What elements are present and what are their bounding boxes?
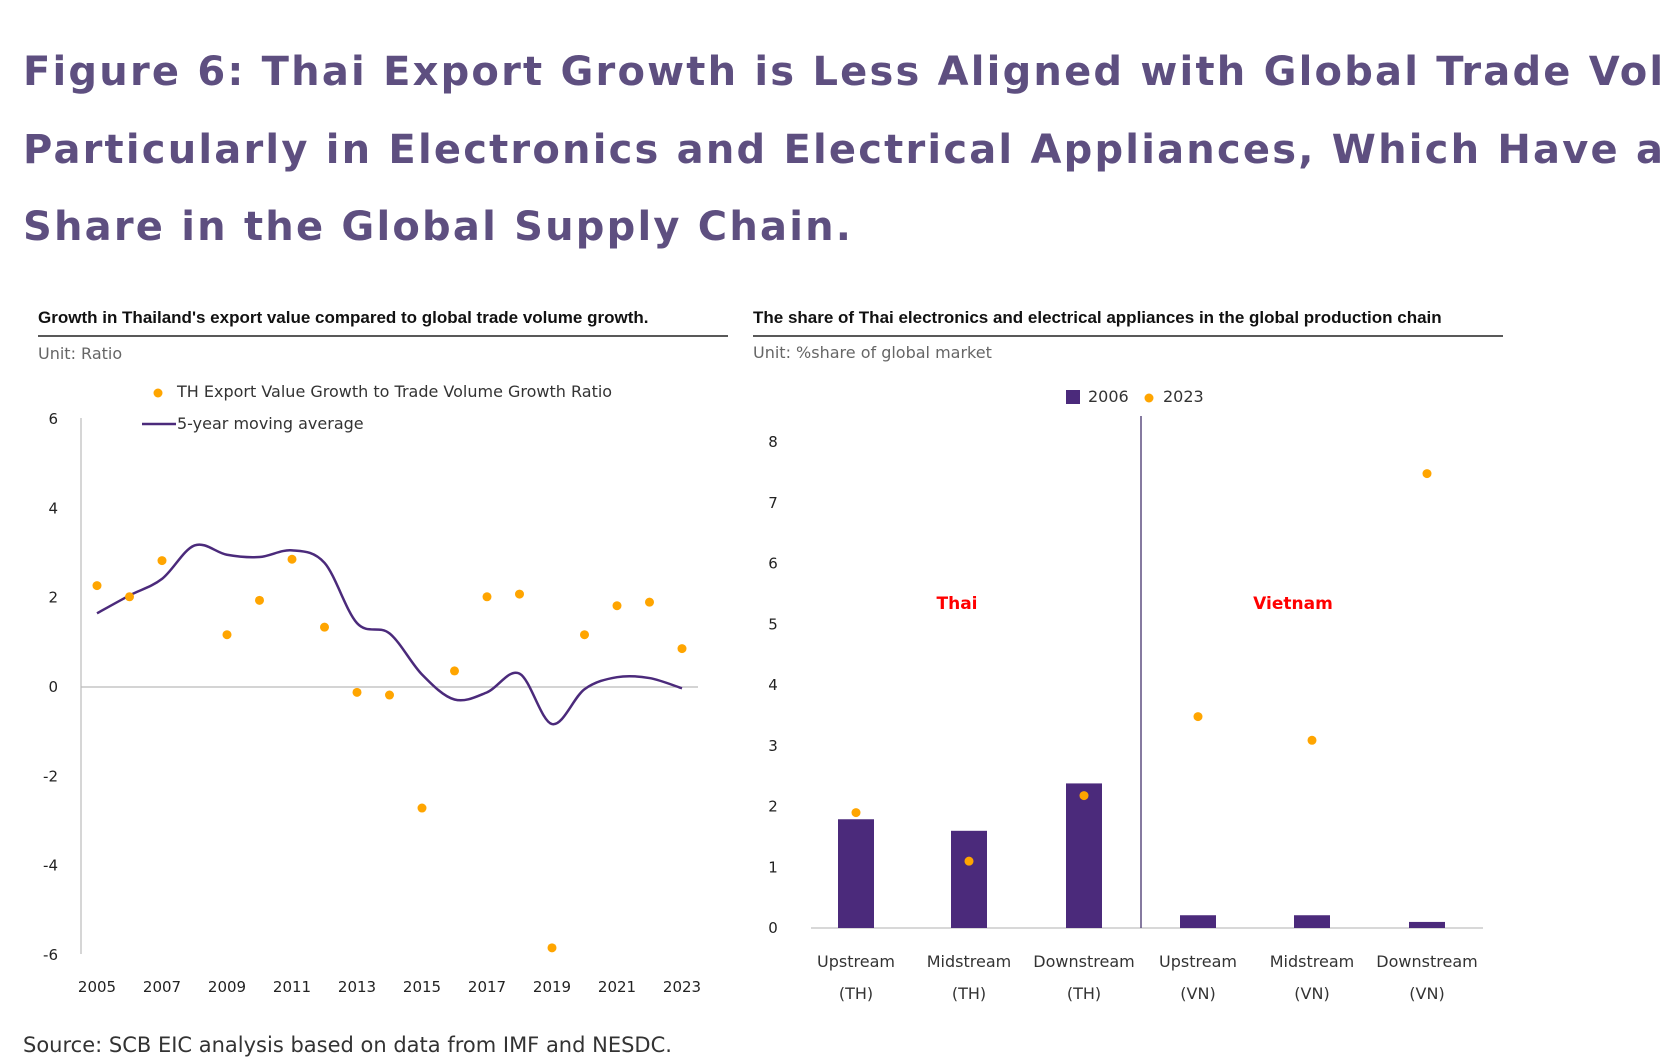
title-line-1: Figure 6: Thai Export Growth is Less Ali… — [23, 49, 1665, 95]
dot-2023-1 — [964, 856, 974, 866]
left-x-tick-label: 2011 — [273, 978, 311, 996]
bar-2006-0 — [838, 819, 874, 928]
left-x-tick-label: 2015 — [403, 978, 441, 996]
left-y-tick-label: -6 — [43, 946, 58, 964]
left-y-tick-label: 4 — [48, 499, 58, 517]
ratio-point-2013 — [352, 687, 362, 697]
ratio-point-2015 — [417, 803, 427, 813]
title-line-2: Particularly in Electronics and Electric… — [23, 127, 1665, 173]
category-sublabel: (TH) — [1067, 984, 1101, 1003]
dot-2023-4 — [1307, 735, 1317, 745]
left-x-tick-label: 2007 — [143, 978, 181, 996]
ratio-point-2012 — [320, 622, 329, 632]
legend-scatter-marker — [153, 388, 163, 398]
left-y-tick-label: 6 — [48, 410, 58, 428]
ratio-point-2007 — [157, 556, 167, 566]
dot-2023-3 — [1193, 712, 1203, 722]
right-y-tick-label: 7 — [768, 494, 778, 512]
ratio-point-2016 — [450, 666, 459, 676]
dot-2023-2 — [1079, 791, 1089, 801]
ratio-point-2023 — [677, 644, 687, 654]
ratio-point-2009 — [222, 630, 232, 640]
right-y-tick-label: 0 — [768, 919, 778, 937]
ratio-point-2022 — [645, 597, 654, 607]
ratio-point-2005 — [92, 581, 102, 591]
bar-2006-3 — [1180, 915, 1216, 928]
left-x-tick-label: 2013 — [338, 978, 376, 996]
legend-scatter-label: TH Export Value Growth to Trade Volume G… — [176, 382, 612, 401]
left-y-tick-label: -2 — [43, 767, 58, 785]
category-sublabel: (TH) — [839, 984, 873, 1003]
right-y-tick-label: 2 — [768, 798, 778, 816]
right-y-tick-label: 1 — [768, 858, 778, 876]
legend-dot-marker — [1144, 393, 1154, 403]
left-x-tick-label: 2005 — [78, 978, 116, 996]
figure-title: Figure 6: Thai Export Growth is Less Ali… — [23, 49, 1665, 250]
left-y-tick-label: -4 — [43, 857, 58, 875]
ratio-point-2014 — [385, 690, 394, 700]
right-y-tick-label: 3 — [768, 737, 778, 755]
bar-2006-4 — [1294, 915, 1330, 928]
ratio-point-2018 — [515, 589, 524, 599]
category-label: Midstream — [927, 952, 1011, 971]
group-label-vietnam: Vietnam — [1253, 594, 1333, 614]
category-label: Upstream — [817, 952, 895, 971]
category-label: Upstream — [1159, 952, 1237, 971]
category-sublabel: (VN) — [1180, 984, 1215, 1003]
group-label-thai: Thai — [937, 594, 978, 614]
left-x-tick-label: 2021 — [598, 978, 636, 996]
bar-2006-2 — [1066, 783, 1102, 928]
right-chart-title: The share of Thai electronics and electr… — [753, 308, 1442, 327]
left-x-tick-label: 2019 — [533, 978, 571, 996]
dot-2023-5 — [1422, 469, 1432, 479]
right-y-tick-label: 8 — [768, 433, 778, 451]
ratio-point-2010 — [255, 595, 264, 605]
bar-2006-5 — [1409, 921, 1445, 928]
category-sublabel: (VN) — [1409, 984, 1444, 1003]
category-label: Downstream — [1033, 952, 1134, 971]
left-chart: Growth in Thailand's export value compar… — [38, 308, 728, 996]
left-chart-unit: Unit: Ratio — [38, 344, 122, 363]
ratio-point-2006 — [125, 592, 134, 602]
category-label: Downstream — [1376, 952, 1477, 971]
bar-2006-1 — [951, 830, 987, 928]
right-chart-unit: Unit: %share of global market — [753, 343, 992, 362]
right-y-tick-label: 6 — [768, 555, 778, 573]
right-y-tick-label: 5 — [768, 615, 778, 633]
ratio-point-2020 — [580, 630, 589, 640]
ratio-point-2019 — [547, 943, 557, 953]
ratio-point-2017 — [482, 592, 492, 602]
dot-2023-0 — [851, 808, 861, 818]
left-x-tick-label: 2017 — [468, 978, 506, 996]
left-y-tick-label: 2 — [48, 589, 58, 607]
left-x-tick-label: 2023 — [663, 978, 701, 996]
category-sublabel: (VN) — [1294, 984, 1329, 1003]
legend-bar-marker — [1066, 390, 1080, 404]
left-x-tick-label: 2009 — [208, 978, 246, 996]
left-y-tick-label: 0 — [48, 678, 58, 696]
category-label: Midstream — [1270, 952, 1354, 971]
left-chart-title: Growth in Thailand's export value compar… — [38, 308, 648, 327]
category-sublabel: (TH) — [952, 984, 986, 1003]
ratio-point-2021 — [612, 601, 622, 611]
legend-bar-label: 2006 — [1088, 387, 1129, 406]
legend-dot-label: 2023 — [1163, 387, 1204, 406]
right-chart: The share of Thai electronics and electr… — [753, 308, 1503, 1003]
moving-average-line — [96, 543, 683, 726]
right-y-tick-label: 4 — [768, 676, 778, 694]
source-note: Source: SCB EIC analysis based on data f… — [23, 1033, 672, 1057]
legend-line-label: 5-year moving average — [177, 414, 364, 433]
ratio-point-2011 — [287, 554, 297, 564]
title-line-3: Share in the Global Supply Chain. — [23, 204, 853, 250]
